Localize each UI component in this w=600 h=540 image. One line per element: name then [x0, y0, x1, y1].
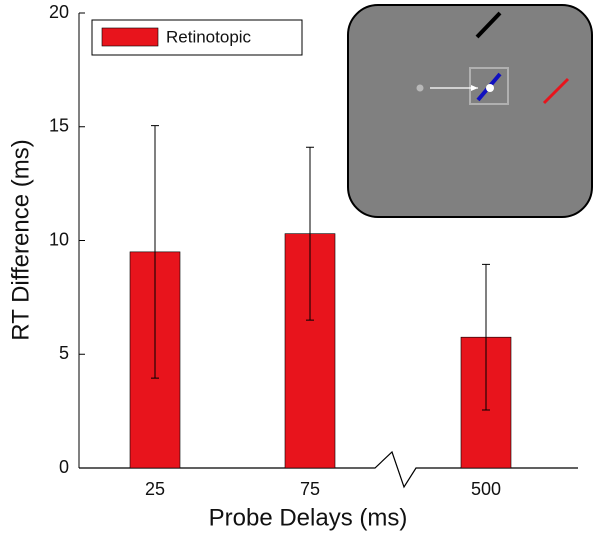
x-axis-label: Probe Delays (ms): [209, 504, 408, 531]
error-bar: [482, 263, 490, 411]
y-tick-label: 10: [49, 229, 69, 249]
y-tick-label: 0: [59, 457, 69, 477]
x-tick-label: 75: [300, 479, 320, 499]
legend-label: Retinotopic: [166, 27, 252, 46]
y-axis-label: RT Difference (ms): [7, 139, 34, 340]
error-bar: [151, 125, 159, 379]
x-tick-label: 25: [145, 479, 165, 499]
error-bar: [306, 146, 314, 321]
y-tick-label: 20: [49, 2, 69, 22]
inset-diagram: [347, 4, 593, 218]
x-tick-label: 500: [471, 479, 501, 499]
y-tick-label: 15: [49, 116, 69, 136]
y-tick-label: 5: [59, 343, 69, 363]
legend-swatch: [101, 27, 159, 47]
